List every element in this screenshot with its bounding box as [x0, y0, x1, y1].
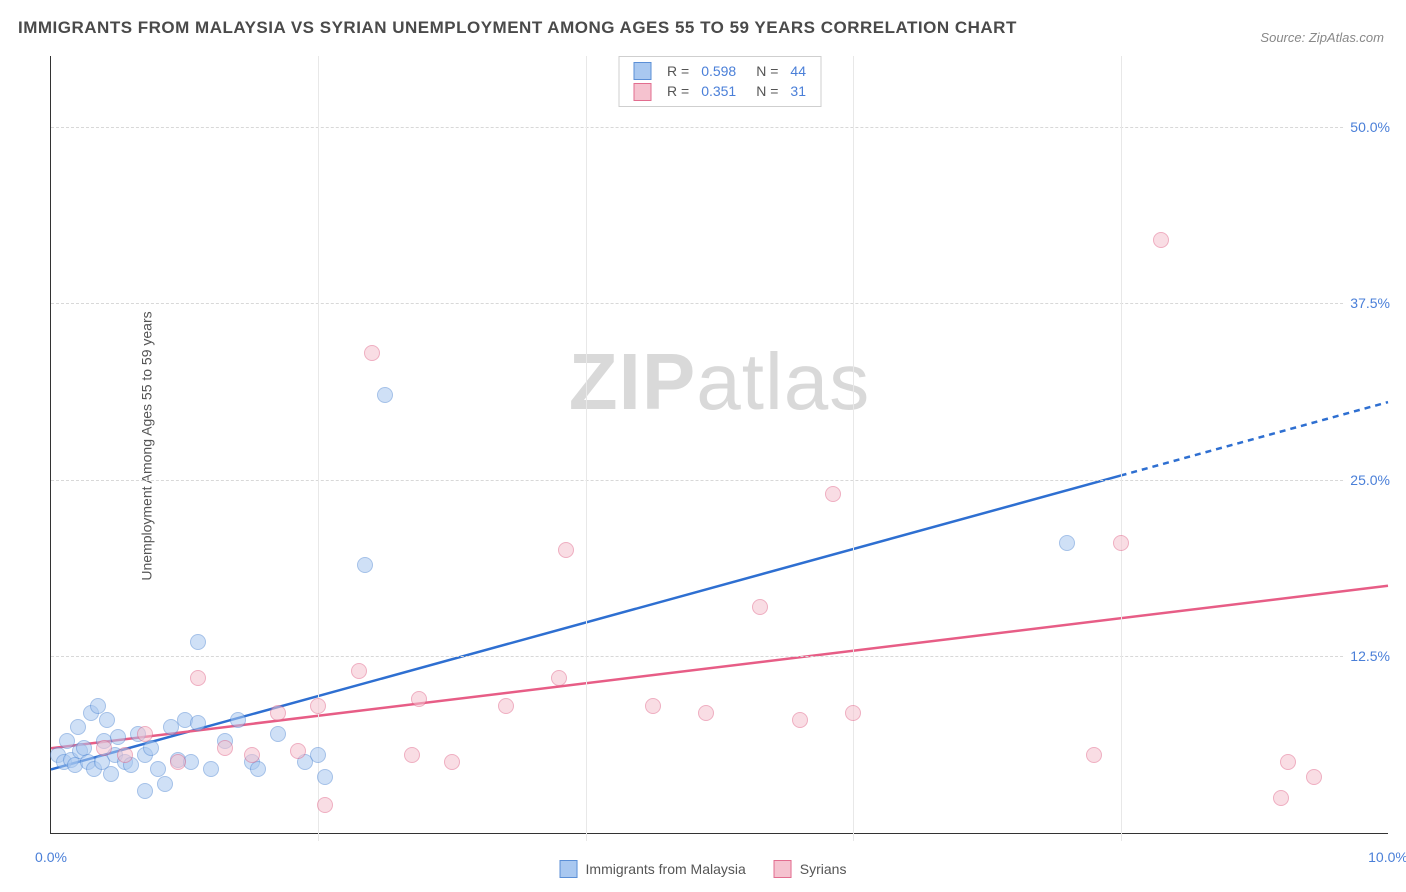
scatter-point-syrians — [411, 691, 427, 707]
hgrid-line — [51, 656, 1388, 657]
scatter-point-syrians — [1086, 747, 1102, 763]
plot-area: ZIPatlas R = 0.598 N = 44 R = 0.351 N = … — [50, 56, 1388, 834]
legend-swatch-malaysia — [633, 62, 651, 80]
chart-title: IMMIGRANTS FROM MALAYSIA VS SYRIAN UNEMP… — [18, 18, 1017, 38]
ytick-label: 50.0% — [1344, 119, 1390, 135]
scatter-point-malaysia — [230, 712, 246, 728]
scatter-point-syrians — [290, 743, 306, 759]
scatter-point-malaysia — [190, 634, 206, 650]
scatter-point-malaysia — [99, 712, 115, 728]
vgrid-line — [586, 56, 587, 841]
scatter-point-syrians — [244, 747, 260, 763]
hgrid-line — [51, 480, 1388, 481]
scatter-point-malaysia — [70, 719, 86, 735]
n-value-syrians: 31 — [784, 81, 812, 101]
r-value-malaysia: 0.598 — [695, 61, 742, 81]
scatter-point-malaysia — [157, 776, 173, 792]
scatter-point-syrians — [137, 726, 153, 742]
watermark: ZIPatlas — [569, 336, 870, 428]
scatter-point-malaysia — [270, 726, 286, 742]
legend-row-syrians: R = 0.351 N = 31 — [627, 81, 812, 101]
scatter-point-syrians — [117, 747, 133, 763]
legend-label-syrians: Syrians — [800, 861, 847, 877]
scatter-point-syrians — [1280, 754, 1296, 770]
scatter-point-syrians — [825, 486, 841, 502]
xtick-label: 10.0% — [1368, 849, 1406, 865]
scatter-point-syrians — [551, 670, 567, 686]
r-label: R = — [661, 61, 695, 81]
scatter-point-malaysia — [203, 761, 219, 777]
legend-label-malaysia: Immigrants from Malaysia — [586, 861, 746, 877]
trend-line-dash-malaysia — [1121, 402, 1388, 475]
source-attribution: Source: ZipAtlas.com — [1260, 30, 1384, 45]
xtick-label: 0.0% — [35, 849, 67, 865]
scatter-point-malaysia — [250, 761, 266, 777]
ytick-label: 25.0% — [1344, 472, 1390, 488]
legend-swatch-malaysia — [560, 860, 578, 878]
legend-swatch-syrians — [774, 860, 792, 878]
trend-lines — [51, 56, 1388, 833]
scatter-point-syrians — [217, 740, 233, 756]
scatter-point-syrians — [1153, 232, 1169, 248]
scatter-point-syrians — [1306, 769, 1322, 785]
source-label: Source: — [1260, 30, 1305, 45]
scatter-point-malaysia — [317, 769, 333, 785]
scatter-point-syrians — [1113, 535, 1129, 551]
scatter-point-syrians — [645, 698, 661, 714]
scatter-point-syrians — [558, 542, 574, 558]
scatter-point-syrians — [310, 698, 326, 714]
scatter-point-syrians — [96, 740, 112, 756]
trend-line-syrians — [51, 586, 1388, 748]
ytick-label: 37.5% — [1344, 295, 1390, 311]
n-label: N = — [742, 61, 784, 81]
scatter-point-malaysia — [110, 729, 126, 745]
watermark-light: atlas — [696, 337, 870, 426]
scatter-point-malaysia — [190, 715, 206, 731]
correlation-legend: R = 0.598 N = 44 R = 0.351 N = 31 — [618, 56, 821, 107]
scatter-point-syrians — [170, 754, 186, 770]
scatter-point-malaysia — [90, 698, 106, 714]
scatter-point-malaysia — [143, 740, 159, 756]
scatter-point-malaysia — [377, 387, 393, 403]
scatter-point-syrians — [444, 754, 460, 770]
n-value-malaysia: 44 — [784, 61, 812, 81]
scatter-point-syrians — [364, 345, 380, 361]
scatter-point-malaysia — [1059, 535, 1075, 551]
scatter-point-syrians — [752, 599, 768, 615]
scatter-point-malaysia — [357, 557, 373, 573]
legend-item-syrians: Syrians — [774, 860, 847, 878]
scatter-point-malaysia — [137, 783, 153, 799]
scatter-point-malaysia — [103, 766, 119, 782]
scatter-point-syrians — [317, 797, 333, 813]
watermark-bold: ZIP — [569, 337, 696, 426]
scatter-point-syrians — [190, 670, 206, 686]
source-value: ZipAtlas.com — [1309, 30, 1384, 45]
legend-item-malaysia: Immigrants from Malaysia — [560, 860, 746, 878]
scatter-point-syrians — [698, 705, 714, 721]
vgrid-line — [318, 56, 319, 841]
hgrid-line — [51, 303, 1388, 304]
hgrid-line — [51, 127, 1388, 128]
scatter-point-syrians — [351, 663, 367, 679]
scatter-point-syrians — [498, 698, 514, 714]
scatter-point-syrians — [1273, 790, 1289, 806]
r-value-syrians: 0.351 — [695, 81, 742, 101]
legend-swatch-syrians — [633, 83, 651, 101]
scatter-point-syrians — [792, 712, 808, 728]
scatter-point-syrians — [845, 705, 861, 721]
vgrid-line — [853, 56, 854, 841]
vgrid-line — [1121, 56, 1122, 841]
legend-row-malaysia: R = 0.598 N = 44 — [627, 61, 812, 81]
ytick-label: 12.5% — [1344, 648, 1390, 664]
n-label: N = — [742, 81, 784, 101]
series-legend: Immigrants from Malaysia Syrians — [560, 860, 847, 878]
scatter-point-malaysia — [310, 747, 326, 763]
r-label: R = — [661, 81, 695, 101]
scatter-point-syrians — [404, 747, 420, 763]
scatter-point-syrians — [270, 705, 286, 721]
